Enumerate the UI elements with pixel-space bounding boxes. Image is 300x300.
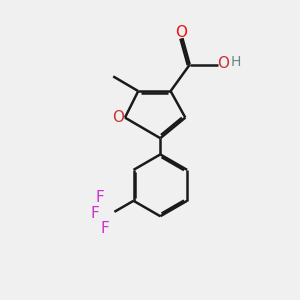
Text: H: H [231,55,241,69]
Text: O: O [112,110,124,125]
Text: O: O [217,56,229,70]
Text: O: O [175,25,187,40]
Text: F: F [95,190,104,205]
Text: F: F [90,206,99,221]
Text: F: F [100,221,109,236]
